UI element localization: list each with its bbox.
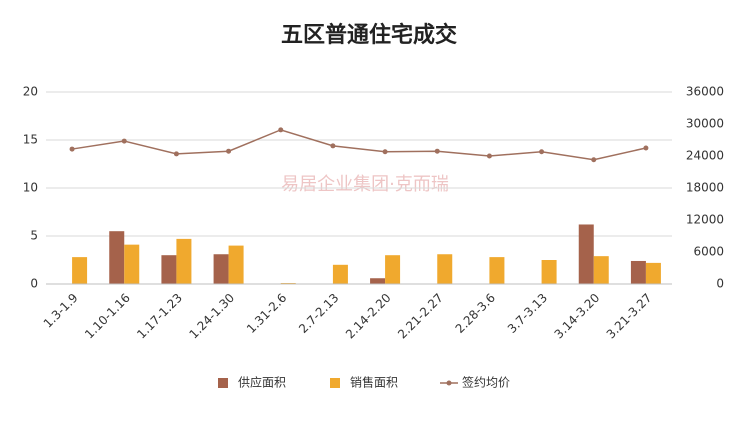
line-point <box>382 149 388 155</box>
line-point <box>69 146 75 152</box>
line <box>71 129 647 161</box>
line-point <box>434 148 440 154</box>
y2-tick-label: 30000 <box>686 117 724 131</box>
y-tick-label: 5 <box>30 229 38 243</box>
line-point <box>539 149 545 155</box>
line-point <box>486 153 492 159</box>
line-point <box>330 143 336 149</box>
chart-title: 五区普通住宅成交 <box>281 22 457 48</box>
x-tick-label: 3.14-3.20 <box>552 291 603 342</box>
bar <box>332 264 348 284</box>
x-tick-label: 2.21-2.27 <box>395 291 446 342</box>
x-tick-label: 2.7-2.13 <box>296 291 341 336</box>
x-tick-label: 3.7-3.13 <box>505 291 550 336</box>
bar <box>213 254 229 284</box>
bar <box>437 254 453 284</box>
bar <box>385 255 401 284</box>
bar <box>109 231 125 284</box>
bar <box>228 245 244 284</box>
bar <box>161 255 177 284</box>
line-point <box>643 145 649 151</box>
legend-swatch <box>446 380 452 386</box>
line-point <box>278 127 284 133</box>
y-tick-label: 15 <box>23 133 38 147</box>
y2-tick-label: 12000 <box>686 213 724 227</box>
bar <box>72 257 88 284</box>
x-tick-label: 1.31-2.6 <box>244 291 289 336</box>
x-tick-label: 1.24-1.30 <box>186 291 237 342</box>
bar <box>124 244 140 284</box>
legend-label: 销售面积 <box>350 375 398 390</box>
line-point <box>121 138 127 144</box>
x-tick-label: 2.28-3.6 <box>453 291 498 336</box>
bar <box>176 238 192 284</box>
bar <box>593 256 609 284</box>
bar <box>489 257 505 284</box>
watermark: 易居企业集团·克而瑞 <box>281 174 449 195</box>
legend-swatch <box>218 378 228 388</box>
x-tick-label: 3.21-3.27 <box>604 291 655 342</box>
bar <box>541 260 557 284</box>
x-tick-label: 1.3-1.9 <box>41 291 81 331</box>
y2-tick-label: 24000 <box>686 149 724 163</box>
x-tick-label: 2.14-2.20 <box>343 291 394 342</box>
y-tick-label: 0 <box>30 277 38 291</box>
x-tick-label: 1.17-1.23 <box>134 291 185 342</box>
y2-tick-label: 0 <box>716 277 724 291</box>
bar <box>370 278 386 284</box>
y2-tick-label: 18000 <box>686 181 724 195</box>
legend-label: 签约均价 <box>462 375 510 390</box>
line-point <box>226 148 232 154</box>
y2-tick-label: 6000 <box>693 245 724 259</box>
line-point <box>591 157 597 163</box>
bar <box>645 262 661 284</box>
y-tick-label: 20 <box>23 85 38 99</box>
x-tick-label: 1.10-1.16 <box>82 291 133 342</box>
y2-tick-label: 36000 <box>686 85 724 99</box>
line-point <box>173 151 179 157</box>
y-tick-label: 10 <box>23 181 38 195</box>
legend-swatch <box>330 378 340 388</box>
bar <box>630 260 646 284</box>
legend-label: 供应面积 <box>238 375 286 390</box>
bar <box>578 224 594 284</box>
